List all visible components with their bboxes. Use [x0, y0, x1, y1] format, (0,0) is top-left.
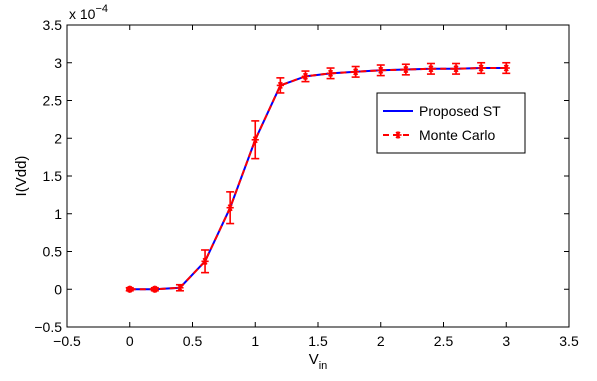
legend-label-proposed-st: Proposed ST	[419, 103, 501, 119]
plot-area	[66, 24, 570, 328]
x-tick-label: 2.5	[434, 333, 454, 349]
data-point-monte-carlo	[427, 65, 435, 73]
y-tick-label: 0.5	[43, 244, 63, 260]
data-point-monte-carlo	[377, 66, 385, 74]
y-tick-label: 2	[54, 130, 62, 146]
y-tick-label: 3	[54, 55, 62, 71]
legend-marker-monte-carlo	[394, 131, 402, 139]
data-point-monte-carlo	[477, 64, 485, 72]
series-layer	[125, 61, 511, 293]
data-point-monte-carlo	[176, 284, 184, 292]
y-axis-exponent-base: x 10	[69, 6, 96, 22]
data-point-monte-carlo	[402, 65, 410, 74]
x-tick-label: 3.5	[559, 333, 579, 349]
legend: Proposed ST Monte Carlo	[376, 92, 526, 154]
series-line-monte-carlo	[129, 67, 507, 291]
data-point-monte-carlo	[452, 65, 460, 73]
axes-box	[66, 24, 570, 328]
legend-box	[376, 92, 526, 154]
data-point-monte-carlo	[502, 64, 510, 72]
data-point-monte-carlo	[126, 285, 134, 293]
y-tick-label: 0	[54, 281, 62, 297]
data-point-monte-carlo	[151, 285, 159, 293]
data-point-monte-carlo	[352, 68, 360, 76]
y-axis-exponent: x 10−4	[69, 3, 108, 22]
x-axis-label-subscript: in	[319, 360, 328, 372]
y-axis-ticks: −0.5 0 0.5 1 1.5 2 2.5 3 3.5	[34, 17, 569, 335]
data-point-monte-carlo	[251, 136, 259, 144]
legend-asterisk	[394, 131, 402, 139]
x-tick-label: −0.5	[53, 333, 81, 349]
y-tick-label: 1.5	[43, 168, 63, 184]
x-tick-label: 2	[377, 333, 385, 349]
x-axis-label: Vin	[309, 351, 328, 372]
x-axis-ticks: −0.5 0 0.5 1 1.5 2 2.5 3 3.5	[53, 25, 579, 349]
x-tick-label: 0	[126, 333, 134, 349]
x-tick-label: 3	[502, 333, 510, 349]
y-tick-label: 3.5	[43, 17, 63, 33]
y-tick-label: 2.5	[43, 93, 63, 109]
data-point-monte-carlo	[276, 81, 284, 89]
x-tick-label: 1	[251, 333, 259, 349]
y-axis-exponent-power: −4	[95, 3, 108, 15]
x-tick-label: 0.5	[183, 333, 203, 349]
legend-label-monte-carlo: Monte Carlo	[419, 127, 495, 143]
data-point-monte-carlo	[326, 69, 335, 77]
y-axis-label: I(Vdd)	[13, 156, 30, 197]
x-axis-label-main: V	[309, 351, 319, 368]
data-point-monte-carlo	[226, 204, 234, 212]
data-point-monte-carlo	[301, 72, 310, 80]
y-tick-label: −0.5	[34, 319, 62, 335]
data-point-monte-carlo	[201, 257, 209, 265]
y-tick-label: 1	[54, 206, 62, 222]
x-tick-label: 1.5	[308, 333, 328, 349]
